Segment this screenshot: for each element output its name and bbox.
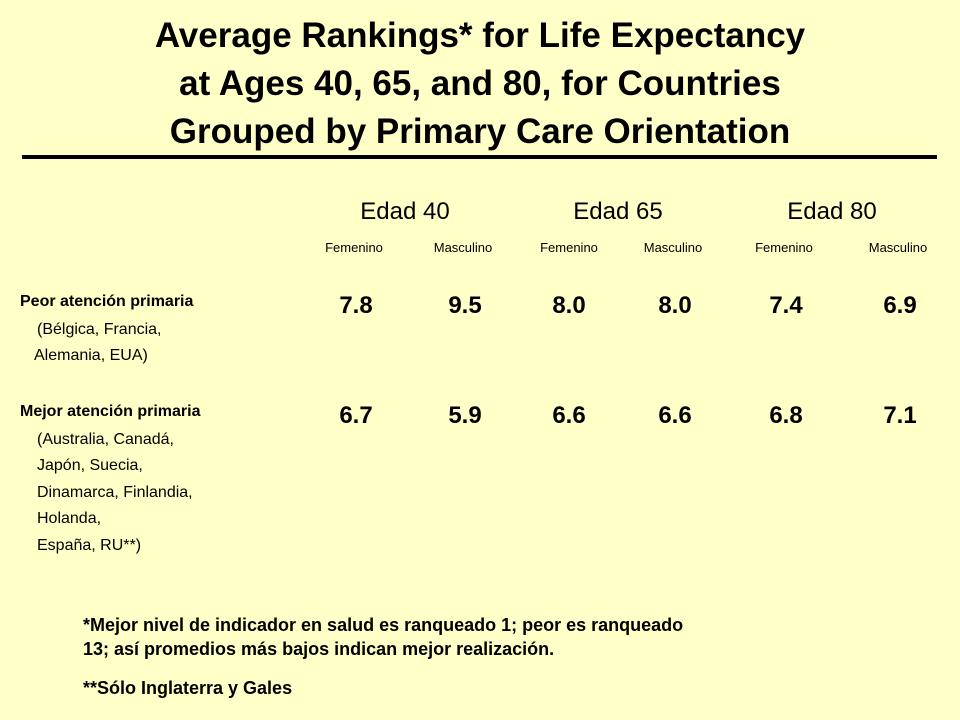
sex-header-80-female: Femenino [755,240,813,255]
value-better-40-female: 6.7 [339,402,373,429]
sex-header-80-male: Masculino [868,240,928,255]
value-better-80-female: 6.8 [769,402,803,429]
title-underline [22,155,937,159]
value-worse-65-female: 8.0 [552,292,586,319]
value-better-80-male: 7.1 [883,402,917,429]
group-countries-better-4: Holanda, [37,510,102,527]
value-worse-40-female: 7.8 [339,292,373,319]
group-countries-better-3: Dinamarca, Finlandia, [37,484,193,501]
footnote-ranking-line-2: 13; así promedios más bajos indican mejo… [83,639,555,659]
title-line-1: Average Rankings* for Life Expectancy [154,16,806,55]
value-worse-80-male: 6.9 [883,292,917,319]
group-name-worse: Peor atención primaria [20,293,194,310]
age-header-80: Edad 80 [787,198,877,225]
age-header-40: Edad 40 [360,198,450,225]
sex-header-65-male: Masculino [643,240,703,255]
footnote-ranking-line-1: *Mejor nivel de indicador en salud es ra… [83,615,684,635]
group-countries-better-1: (Australia, Canadá, [37,431,174,448]
value-worse-40-male: 9.5 [448,292,482,319]
footnote-england-wales: **Sólo Inglaterra y Gales [83,678,293,698]
sex-header-40-female: Femenino [325,240,383,255]
age-header-65: Edad 65 [573,198,663,225]
group-countries-worse-2: Alemania, EUA) [34,347,148,364]
title-line-3: Grouped by Primary Care Orientation [169,112,791,151]
value-better-65-female: 6.6 [552,402,586,429]
group-countries-better-2: Japón, Suecia, [37,457,143,474]
group-countries-better-5: España, RU**) [37,537,142,554]
value-worse-65-male: 8.0 [658,292,692,319]
value-better-40-male: 5.9 [448,402,482,429]
group-countries-worse-1: (Bélgica, Francia, [37,321,162,338]
page-title: Average Rankings* for Life Expectancy at… [0,12,960,156]
value-better-65-male: 6.6 [658,402,692,429]
value-worse-80-female: 7.4 [769,292,803,319]
sex-header-65-female: Femenino [540,240,598,255]
group-name-better: Mejor atención primaria [20,403,201,420]
sex-header-40-male: Masculino [433,240,493,255]
title-line-2: at Ages 40, 65, and 80, for Countries [179,64,781,103]
